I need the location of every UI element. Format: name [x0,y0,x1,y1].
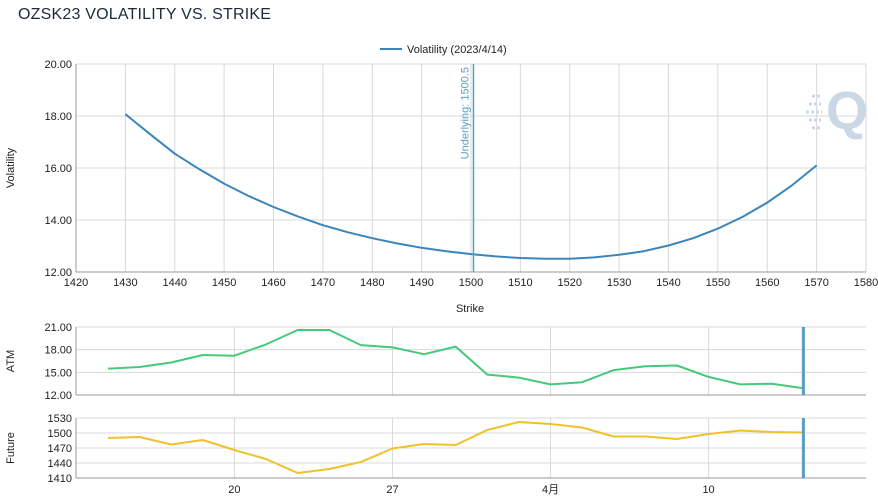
atm-series [107,327,805,395]
future-panel: 1410 1440 1470 1500 1530 Future 20 27 4月 10 [5,413,866,496]
volatility-series-line [124,113,818,260]
x-tick-label: 1500 [459,277,483,289]
x-axis-label: Strike [456,303,484,315]
future-y-tick-label: 1410 [48,473,72,485]
date-tick-label: 20 [228,484,240,496]
atm-series-line [107,329,804,390]
y-tick-label: 18.00 [44,111,72,123]
x-tick-label: 1480 [360,277,384,289]
top-axes: 1420 1430 1440 1450 1460 1470 1480 1490 1500 1510… [44,59,878,289]
x-tick-label: 1440 [163,277,187,289]
page-title: OZSK23 VOLATILITY VS. STRIKE [18,6,272,23]
x-tick-label: 1540 [656,277,680,289]
underlying-annotation: Underlying: 1500.5 [459,64,475,272]
atm-panel: 12.00 15.00 18.00 21.00 ATM [5,322,866,402]
x-tick-label: 1560 [755,277,779,289]
future-grid [76,417,866,479]
x-tick-label: 1520 [558,277,582,289]
date-tick-label: 27 [386,484,398,496]
y-tick-label: 16.00 [44,163,72,175]
x-tick-label: 1550 [706,277,730,289]
future-axes: 1410 1440 1470 1500 1530 [48,413,866,485]
x-tick-label: 1530 [607,277,631,289]
y-tick-label: 20.00 [44,59,72,71]
x-tick-label: 1430 [113,277,137,289]
atm-y-tick-label: 21.00 [44,322,72,334]
atm-axis-label: ATM [5,350,17,372]
y-tick-label: 14.00 [44,215,72,227]
x-tick-label: 1490 [409,277,433,289]
logo-q-glyph: Q [826,81,868,141]
x-tick-label: 1460 [261,277,285,289]
atm-y-tick-label: 15.00 [44,367,72,379]
future-axis-label: Future [5,432,17,464]
underlying-label: Underlying: 1500.5 [459,67,471,159]
y-axis-label: Volatility [5,147,17,188]
future-y-tick-label: 1530 [48,413,72,425]
future-y-tick-label: 1470 [48,443,72,455]
watermark-logo: Q [806,81,868,141]
y-tick-label: 12.00 [44,267,72,279]
x-tick-label: 1470 [311,277,335,289]
future-y-tick-label: 1440 [48,458,72,470]
date-tick-label: 4月 [542,484,559,496]
x-tick-label: 1510 [508,277,532,289]
future-y-tick-label: 1500 [48,428,72,440]
legend-label: Volatility (2023/4/14) [407,44,507,56]
atm-y-tick-label: 12.00 [44,390,72,402]
top-grid [75,63,867,273]
date-axis: 20 27 4月 10 [228,484,714,496]
date-tick-label: 10 [702,484,714,496]
future-series [107,418,805,478]
atm-y-tick-label: 18.00 [44,345,72,357]
top-series [124,113,818,260]
volatility-vs-strike-panel: Q Volatility (2023/4/14) 1420 1430 1440 145… [5,44,878,315]
x-tick-label: 1420 [64,277,88,289]
atm-axes: 12.00 15.00 18.00 21.00 [44,322,866,402]
legend[interactable]: Volatility (2023/4/14) [380,44,507,56]
x-tick-label: 1570 [804,277,828,289]
x-tick-label: 1580 [854,277,878,289]
x-tick-label: 1450 [212,277,236,289]
future-series-line [107,421,804,474]
